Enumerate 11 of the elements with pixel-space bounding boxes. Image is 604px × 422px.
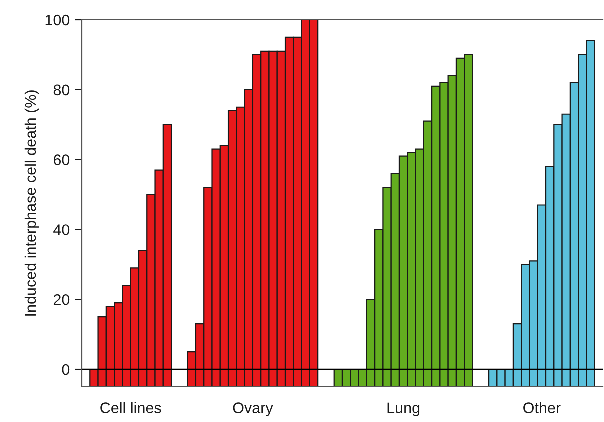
text: Lung bbox=[388, 402, 420, 417]
text: Cell lines bbox=[100, 402, 162, 414]
text: Ovary bbox=[233, 402, 274, 417]
y-tick-label: 80 bbox=[54, 84, 70, 96]
y-tick-label: 40 bbox=[54, 224, 70, 236]
y-tick-label: 60 bbox=[54, 154, 70, 166]
y-tick-label: 20 bbox=[54, 294, 70, 306]
y-tick-label: 100 bbox=[46, 14, 70, 26]
y-axis-title: Induced interphase cell death (%) bbox=[24, 90, 40, 316]
y-tick-label: 0 bbox=[62, 364, 70, 376]
text: Other bbox=[524, 402, 561, 414]
